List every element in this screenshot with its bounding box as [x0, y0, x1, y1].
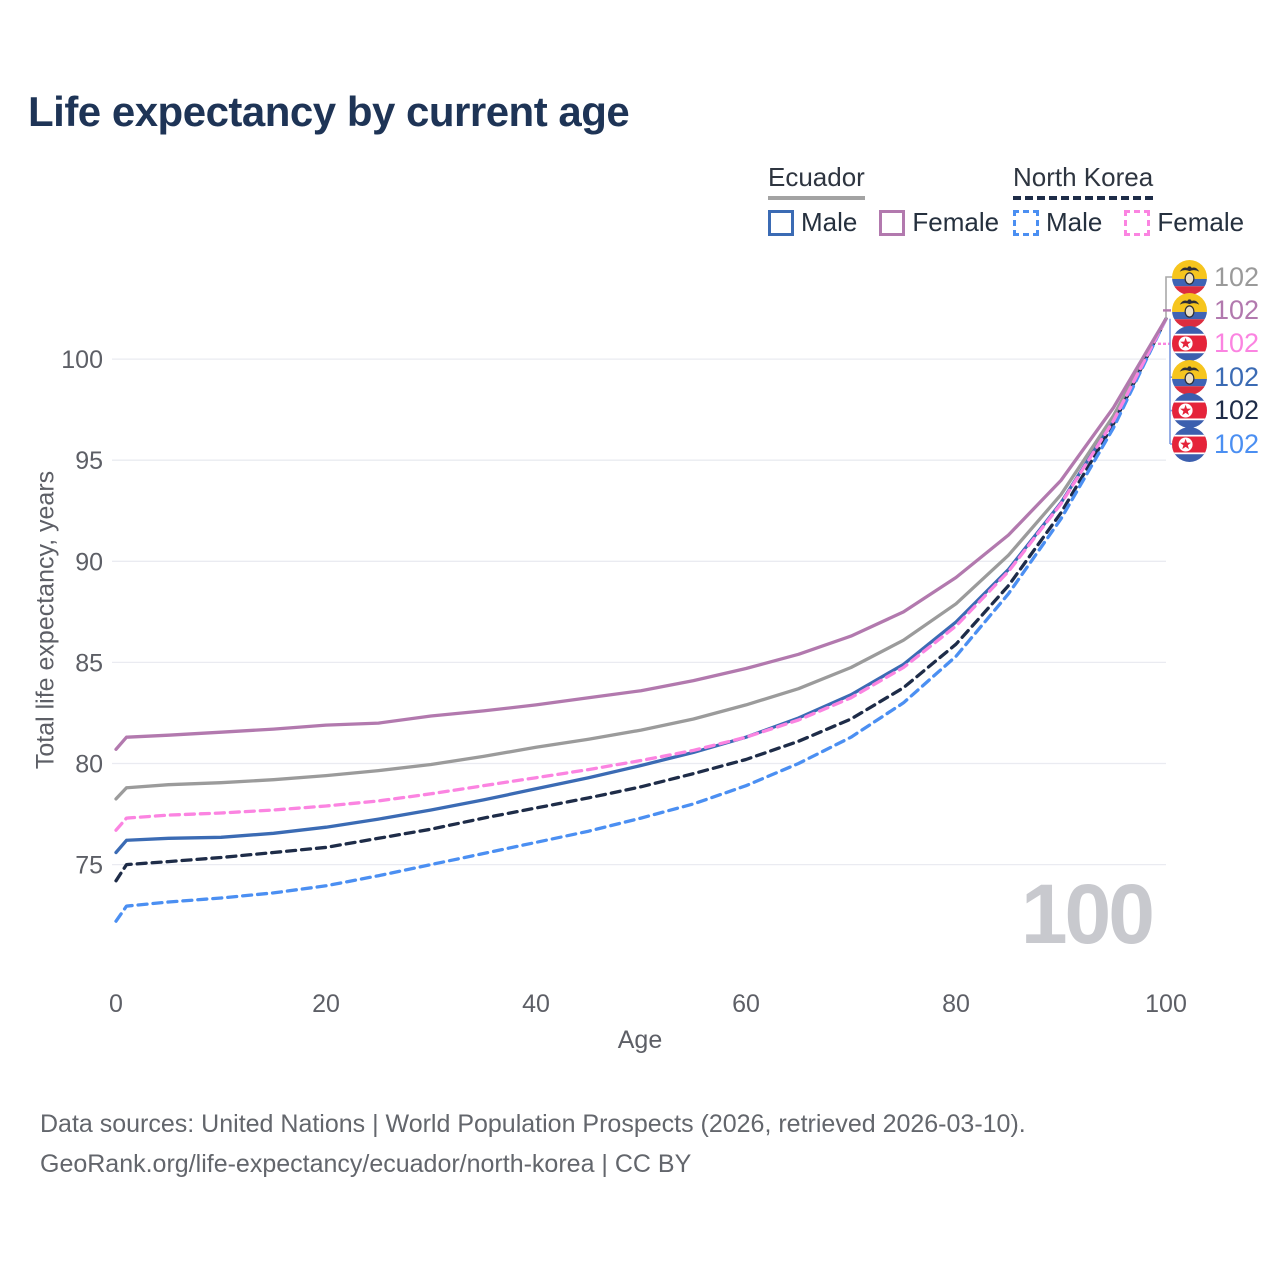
legend-swatch-ecuador-male: [768, 209, 794, 236]
series-line-north-korea-male: [114, 317, 1168, 923]
x-axis-title: Age: [617, 1026, 663, 1054]
legend-items-ecuador: Male Female: [768, 207, 999, 238]
y-tick-label: 95: [75, 447, 103, 475]
footer-source-url: GeoRank.org/life-expectancy/ecuador/nort…: [40, 1150, 692, 1178]
x-tick-label: 40: [522, 990, 550, 1018]
legend-item-north-korea-male[interactable]: Male: [1013, 207, 1102, 238]
legend-label-north-korea-female: Female: [1157, 207, 1245, 237]
y-tick-label: 80: [75, 751, 103, 779]
legend-group-north-korea: North Korea Male Female: [1013, 162, 1244, 238]
y-tick-label: 85: [75, 649, 103, 677]
y-tick-label: 90: [75, 548, 103, 576]
series-line-north-korea-both-sexes: [114, 317, 1168, 883]
legend-group-title-ecuador: Ecuador: [768, 162, 865, 200]
age-watermark: 100: [1020, 867, 1155, 961]
page-title: Life expectancy by current age: [28, 88, 630, 135]
y-tick-label: 75: [75, 852, 103, 880]
legend-swatch-north-korea-female: [1124, 209, 1151, 236]
legend-group-ecuador: Ecuador Male Female: [768, 162, 999, 238]
legend-swatch-ecuador-female: [879, 209, 906, 236]
legend-label-north-korea-male: Male: [1046, 207, 1103, 237]
legend-swatch-north-korea-male: [1013, 209, 1039, 236]
legend-item-ecuador-female[interactable]: Female: [879, 207, 999, 238]
series-line-ecuador-male: [114, 317, 1168, 855]
footer: Data sources: United Nations | World Pop…: [40, 1104, 1026, 1184]
x-tick-label: 80: [942, 990, 970, 1018]
series-line-ecuador-female: [114, 317, 1168, 751]
x-tick-label: 60: [732, 990, 760, 1018]
legend-item-ecuador-male[interactable]: Male: [768, 207, 857, 238]
leader-line-gray: [1165, 276, 1173, 319]
series-line-ecuador-both-sexes: [114, 317, 1168, 801]
series-line-north-korea-female: [114, 317, 1168, 832]
y-tick-label: 100: [61, 346, 103, 374]
footer-data-sources: Data sources: United Nations | World Pop…: [40, 1110, 1026, 1138]
legend-items-north-korea: Male Female: [1013, 207, 1244, 238]
legend-label-ecuador-male: Male: [801, 207, 858, 237]
y-axis-title: Total life expectancy, years: [31, 470, 60, 770]
legend-item-north-korea-female[interactable]: Female: [1124, 207, 1244, 238]
x-tick-label: 0: [109, 990, 123, 1018]
x-tick-label: 20: [312, 990, 340, 1018]
legend-label-ecuador-female: Female: [912, 207, 1000, 237]
x-tick-label: 100: [1145, 990, 1187, 1018]
legend-group-title-north-korea: North Korea: [1013, 162, 1154, 200]
leader-line-blue: [1169, 318, 1177, 445]
